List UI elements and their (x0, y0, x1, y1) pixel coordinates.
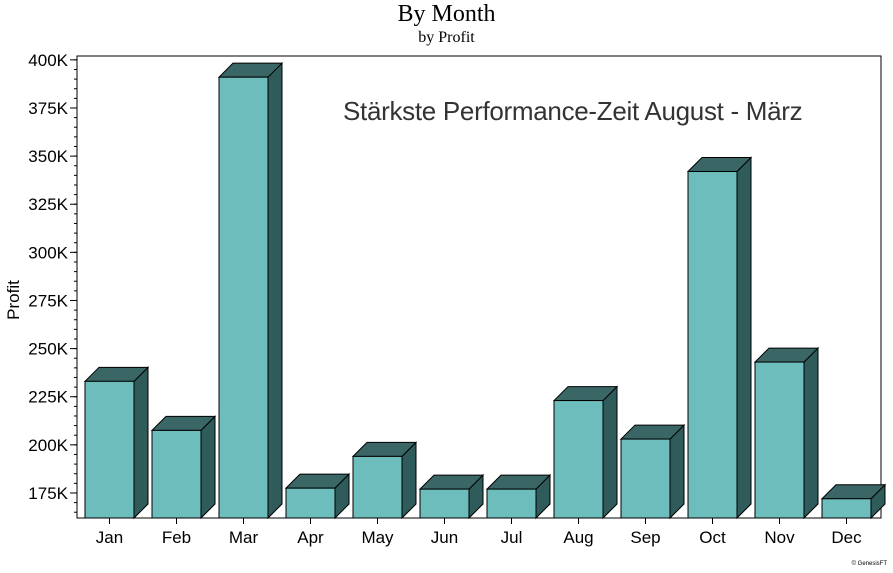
y-tick-label: 275K (28, 291, 68, 310)
bar-oct-side (736, 156, 752, 520)
chart-title: By Month (397, 1, 496, 27)
bar-nov (754, 361, 805, 519)
x-tick-label-aug: Aug (563, 528, 593, 547)
bar-feb (151, 429, 202, 519)
chart-annotation: Stärkste Performance-Zeit August - März (343, 96, 803, 126)
x-tick-label-jan: Jan (96, 528, 123, 547)
x-tick-label-sep: Sep (630, 528, 660, 547)
y-tick-label: 375K (28, 99, 68, 118)
bar-may (352, 455, 403, 519)
bar-jan (84, 380, 135, 519)
y-tick-label: 400K (28, 51, 68, 70)
y-tick-label: 225K (28, 388, 68, 407)
y-tick-label: 250K (28, 340, 68, 359)
y-tick-label: 200K (28, 436, 68, 455)
bar-jul (486, 488, 537, 519)
bar-feb-side (200, 415, 216, 520)
bar-jun (419, 488, 470, 519)
copyright-text: © GenesisFT (851, 561, 887, 567)
x-tick-label-mar: Mar (229, 528, 259, 547)
bar-mar-side (267, 61, 283, 520)
y-tick-label: 300K (28, 243, 68, 262)
x-tick-label-may: May (361, 528, 394, 547)
chart-subtitle: by Profit (418, 29, 475, 46)
bar-jan-side (133, 366, 149, 520)
bar-aug-side (602, 385, 618, 520)
bar-dec (821, 498, 872, 519)
x-tick-label-oct: Oct (699, 528, 726, 547)
x-tick-label-dec: Dec (831, 528, 862, 547)
bar-sep (620, 438, 671, 519)
y-tick-label: 325K (28, 195, 68, 214)
bar-mar (218, 76, 269, 519)
x-tick-label-jul: Jul (501, 528, 523, 547)
bar-aug (553, 400, 604, 519)
x-tick-label-apr: Apr (297, 528, 324, 547)
bar-oct (687, 171, 738, 519)
bar-apr (285, 487, 336, 519)
x-tick-label-jun: Jun (431, 528, 458, 547)
y-tick-label: 175K (28, 484, 68, 503)
bar-sep-side (669, 423, 685, 520)
x-tick-label-feb: Feb (162, 528, 191, 547)
x-tick-label-nov: Nov (764, 528, 795, 547)
bar-nov-side (803, 346, 819, 520)
y-tick-label: 350K (28, 147, 68, 166)
